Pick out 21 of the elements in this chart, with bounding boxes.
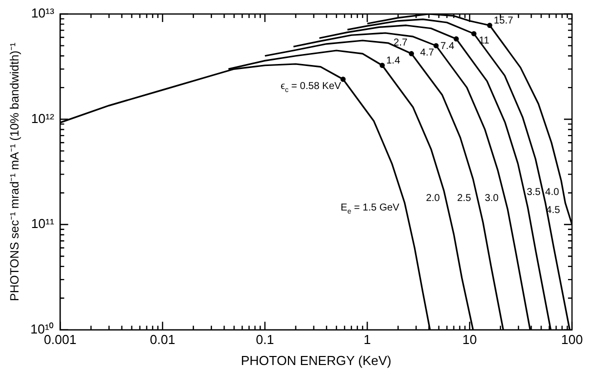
annotation: 4.7: [420, 48, 435, 59]
annotation: 15.7: [494, 15, 514, 26]
x-tick-label: 10: [462, 332, 477, 348]
annotation: 11: [478, 36, 490, 47]
y-tick-label: 10¹³: [31, 6, 55, 21]
annotation: 3.0: [484, 193, 500, 204]
x-axis-title: PHOTON ENERGY (KeV): [240, 352, 392, 368]
annotation: 2.5: [457, 193, 472, 204]
annotation: 2.0: [426, 193, 440, 204]
y-axis-title: PHOTONS sec⁻¹ mrad⁻¹ mA⁻¹ (10% bandwidth)⁻¹: [8, 42, 22, 302]
annotation: 4.0: [545, 187, 560, 198]
x-tick-label: 100: [561, 332, 583, 348]
x-tick-label: 0.1: [256, 332, 274, 348]
y-tick-label: 10¹²: [31, 110, 55, 126]
annotation: 1.4: [386, 55, 401, 66]
annotation: 3.5: [526, 187, 542, 198]
annotation: 2.7: [394, 38, 408, 49]
x-tick-label: 1: [364, 332, 371, 348]
x-tick-label: 0.01: [150, 332, 176, 348]
y-tick-label: 10¹¹: [31, 216, 55, 232]
annotation: 7.4: [440, 40, 455, 52]
